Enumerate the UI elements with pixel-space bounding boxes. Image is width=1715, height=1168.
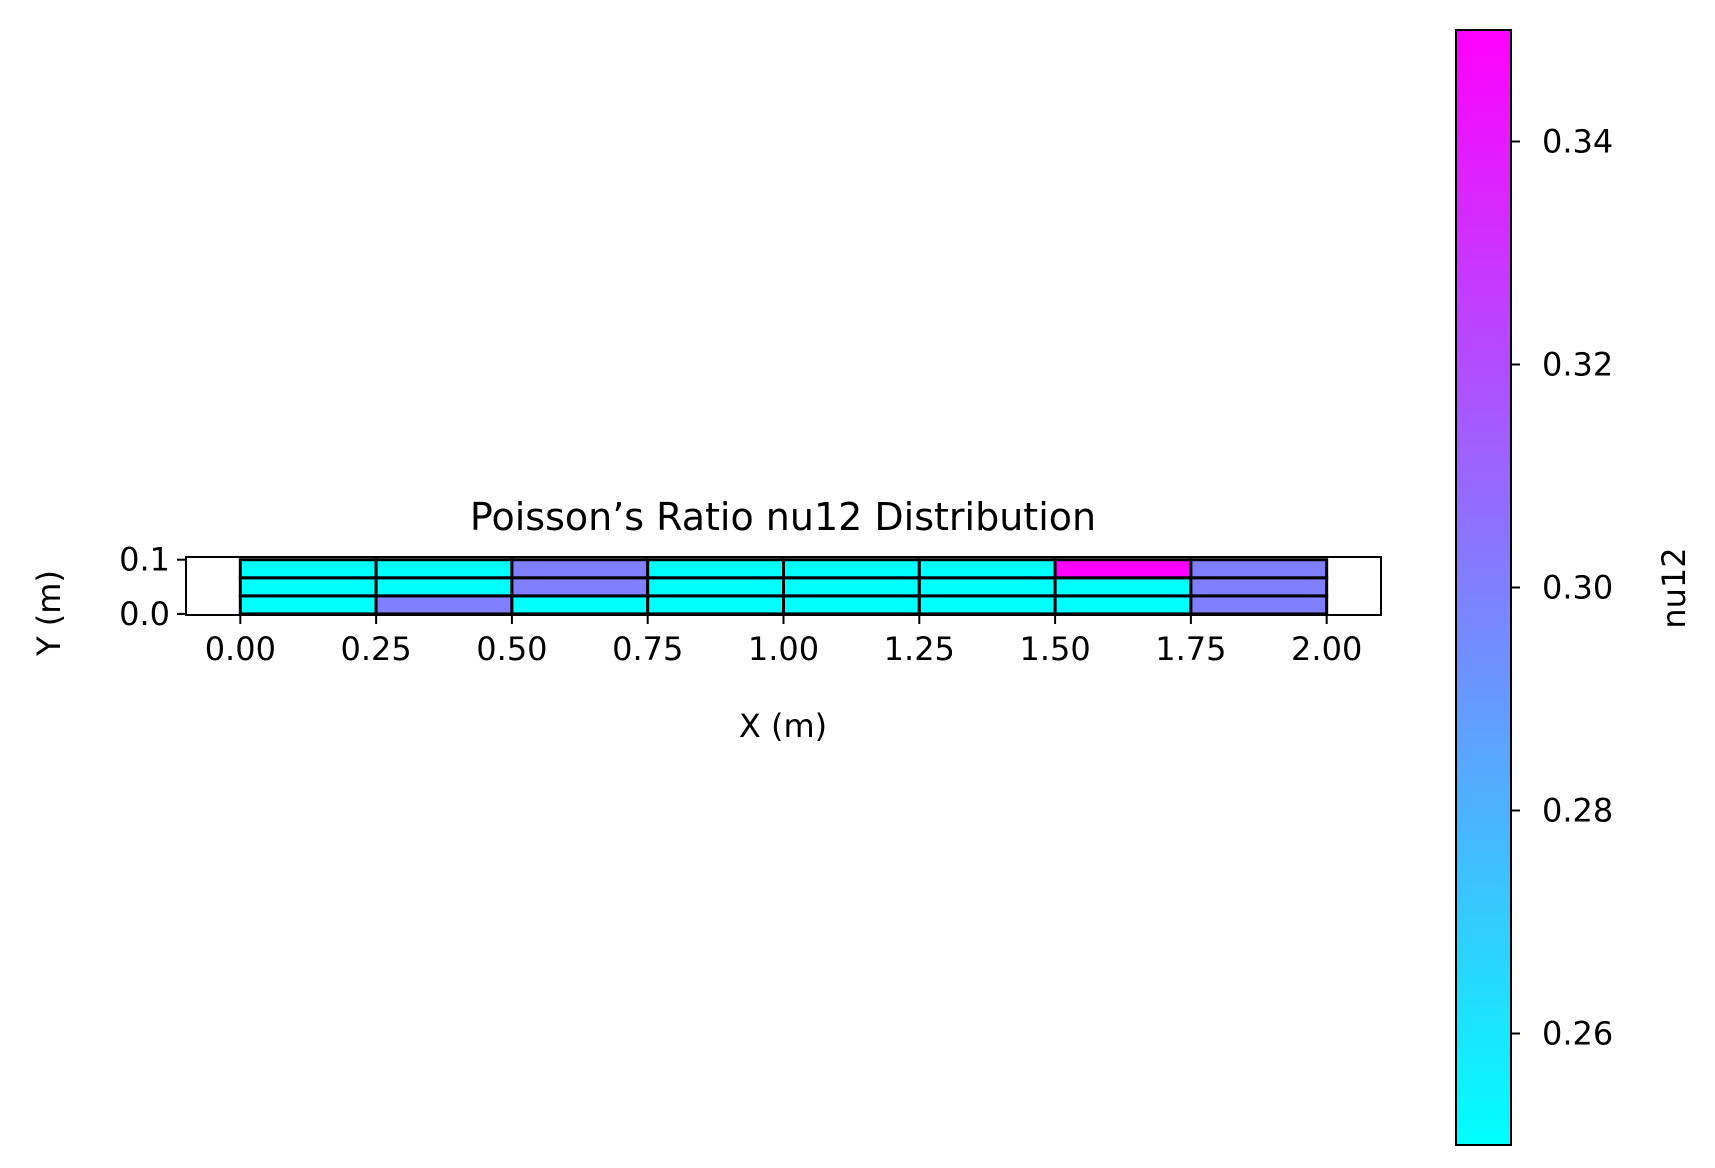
x-tick-label: 2.00 (1291, 630, 1362, 668)
heatmap-cell (510, 594, 650, 616)
heatmap-cell (374, 576, 514, 598)
colorbar-tick-label: 0.30 (1542, 569, 1613, 607)
heatmap-cell (1053, 576, 1193, 598)
colorbar-title: nu12 (1655, 547, 1693, 628)
x-tick-label: 0.00 (205, 630, 276, 668)
heatmap-cell (917, 576, 1057, 598)
heatmap-cell (1053, 558, 1193, 580)
heatmap-cell (1189, 594, 1329, 616)
chart-title: Poisson’s Ratio nu12 Distribution (470, 495, 1096, 539)
heatmap-cell (917, 558, 1057, 580)
y-tick-label: 0.0 (119, 595, 170, 633)
colorbar-tick-label: 0.32 (1542, 346, 1613, 384)
colorbar-tick-label: 0.28 (1542, 792, 1613, 830)
heatmap-cell (238, 558, 378, 580)
heatmap-cell (646, 594, 785, 616)
plot-area (185, 556, 1382, 616)
heatmap-cell (238, 594, 378, 616)
heatmap-cell (782, 558, 921, 580)
y-axis-title: Y (m) (30, 570, 68, 657)
heatmap-cell (782, 576, 921, 598)
colorbar-ticks: 0.26 0.28 0.30 0.32 0.34 (1511, 123, 1613, 1053)
colorbar-gradient (1455, 29, 1512, 1146)
heatmap-cell (917, 594, 1057, 616)
x-axis: 0.00 0.25 0.50 0.75 1.00 1.25 1.50 1.75 2.00 (205, 615, 1362, 668)
heatmap-cell (1189, 576, 1329, 598)
y-tick-label: 0.1 (119, 541, 170, 579)
x-tick-label: 0.50 (476, 630, 547, 668)
colorbar-tick-label: 0.26 (1542, 1015, 1613, 1053)
heatmap-cell (374, 558, 514, 580)
heatmap-cell (510, 576, 650, 598)
heatmap-cell (782, 594, 921, 616)
x-tick-label: 1.00 (748, 630, 819, 668)
heatmap-cell (510, 558, 650, 580)
x-tick-label: 1.75 (1155, 630, 1226, 668)
heatmap-cell (1189, 558, 1329, 580)
heatmap-cell (646, 576, 785, 598)
x-tick-label: 1.25 (884, 630, 955, 668)
heatmap-cell (374, 594, 514, 616)
x-tick-label: 0.25 (340, 630, 411, 668)
x-tick-label: 1.50 (1019, 630, 1090, 668)
colorbar-tick-label: 0.34 (1542, 123, 1613, 161)
heatmap-cell (238, 576, 378, 598)
heatmap-cell (646, 558, 785, 580)
heatmap-cell (1053, 594, 1193, 616)
x-tick-label: 0.75 (612, 630, 683, 668)
colorbar: 0.26 0.28 0.30 0.32 0.34 nu12 (1455, 29, 1693, 1146)
y-axis: 0.00.1 (119, 541, 186, 633)
x-axis-title: X (m) (739, 707, 827, 745)
